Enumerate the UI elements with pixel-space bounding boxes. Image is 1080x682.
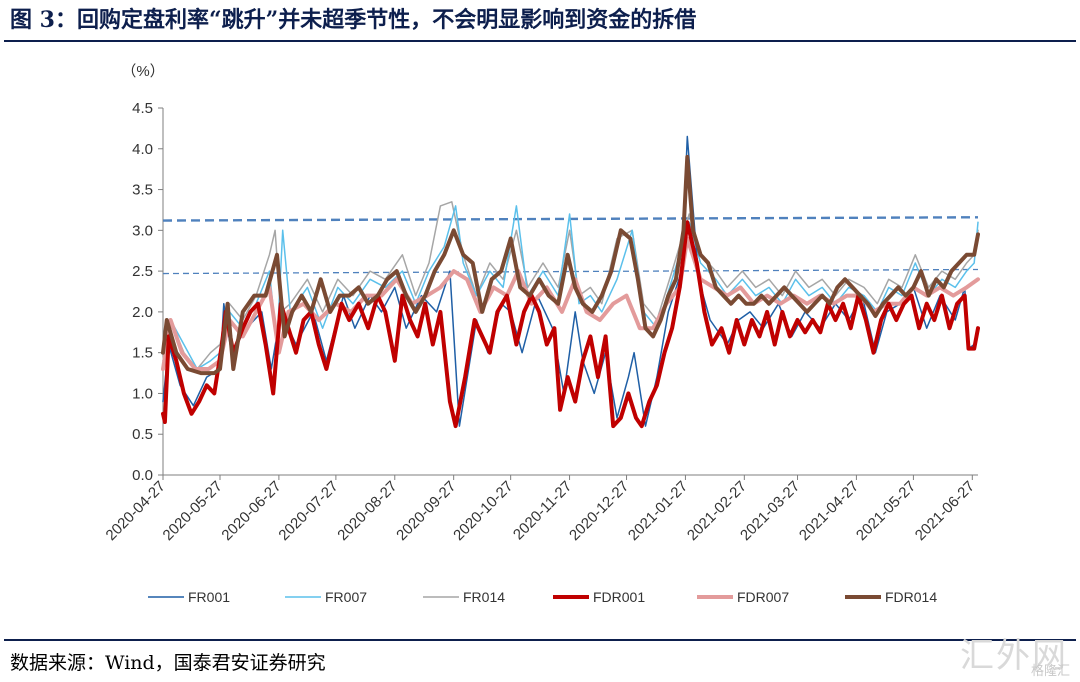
y-axis-label: （%） bbox=[121, 63, 164, 80]
y-tick-label: 1.5 bbox=[132, 345, 153, 362]
y-tick-label: 4.0 bbox=[132, 141, 153, 158]
legend-label-fdr014: FDR014 bbox=[885, 589, 937, 605]
legend-label-fr014: FR014 bbox=[463, 589, 505, 605]
y-tick-label: 2.5 bbox=[132, 263, 153, 280]
x-tick-label: 2020-12-27 bbox=[566, 478, 632, 544]
x-tick-label: 2021-06-27 bbox=[912, 478, 978, 544]
legend-label-fr001: FR001 bbox=[188, 589, 230, 605]
legend-label-fdr007: FDR007 bbox=[737, 589, 789, 605]
y-tick-label: 0.0 bbox=[132, 467, 153, 484]
x-tick-label: 2020-05-27 bbox=[160, 478, 226, 544]
x-tick-label: 2020-08-27 bbox=[334, 478, 400, 544]
x-tick-label: 2021-04-27 bbox=[796, 478, 862, 544]
top-rule bbox=[4, 40, 1076, 42]
legend-label-fdr001: FDR001 bbox=[593, 589, 645, 605]
data-source-note: 数据来源：Wind，国泰君安证券研究 bbox=[10, 652, 326, 674]
y-tick-label: 1.0 bbox=[132, 385, 153, 402]
x-tick-label: 2021-01-27 bbox=[625, 478, 691, 544]
x-tick-label: 2020-10-27 bbox=[450, 478, 516, 544]
x-tick-label: 2020-11-27 bbox=[510, 478, 575, 543]
x-tick-label: 2020-06-27 bbox=[218, 478, 284, 544]
y-tick-label: 0.5 bbox=[132, 426, 153, 443]
watermark: 汇外网 bbox=[960, 636, 1068, 676]
y-tick-label: 3.5 bbox=[132, 182, 153, 199]
y-tick-label: 3.0 bbox=[132, 222, 153, 239]
series-line-fdr014 bbox=[161, 154, 980, 376]
watermark-sub: 格隆汇 bbox=[1030, 664, 1070, 679]
x-tick-label: 2021-05-27 bbox=[853, 478, 919, 544]
x-tick-label: 2020-04-27 bbox=[103, 478, 169, 544]
reference-line-2 bbox=[162, 268, 979, 275]
y-tick-label: 2.0 bbox=[132, 304, 153, 321]
chart-title: 图 3：回购定盘利率“跳升”并未超季节性，不会明显影响到资金的拆借 bbox=[10, 7, 697, 33]
legend-label-fr007: FR007 bbox=[325, 589, 367, 605]
y-tick-label: 4.5 bbox=[132, 100, 153, 117]
x-tick-label: 2020-07-27 bbox=[275, 478, 341, 544]
x-tick-label: 2020-09-27 bbox=[393, 478, 459, 544]
bottom-rule bbox=[4, 639, 1076, 641]
